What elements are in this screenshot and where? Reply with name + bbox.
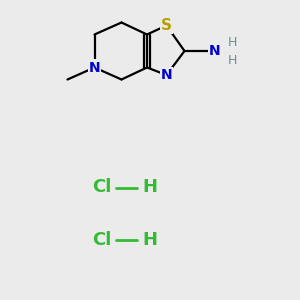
Text: N: N	[89, 61, 100, 74]
Text: N: N	[161, 68, 172, 82]
Text: H: H	[228, 35, 237, 49]
Text: N: N	[209, 44, 220, 58]
Text: Cl: Cl	[92, 231, 112, 249]
Text: H: H	[142, 178, 158, 196]
Text: H: H	[228, 53, 237, 67]
Text: S: S	[161, 18, 172, 33]
Text: H: H	[142, 231, 158, 249]
Text: Cl: Cl	[92, 178, 112, 196]
